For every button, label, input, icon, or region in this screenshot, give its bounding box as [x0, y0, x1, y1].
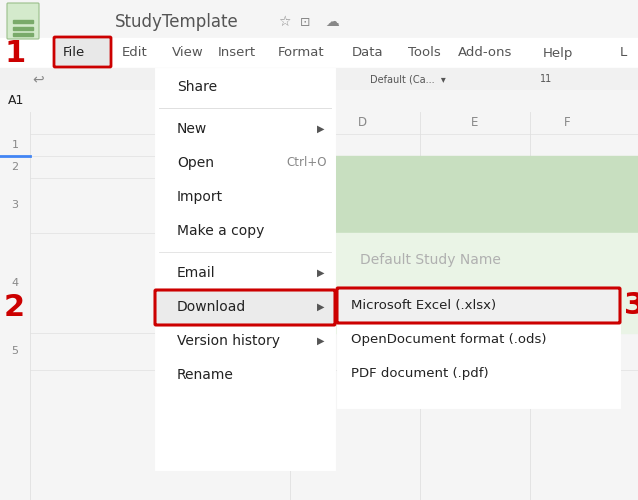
- Text: on: on: [272, 314, 287, 326]
- Text: Rename: Rename: [177, 368, 234, 382]
- Text: PDF document (.pdf): PDF document (.pdf): [351, 366, 489, 380]
- Text: E: E: [471, 116, 478, 130]
- Text: Import: Import: [177, 190, 223, 204]
- Text: Download: Download: [177, 300, 246, 314]
- Text: Email: Email: [177, 266, 216, 280]
- Bar: [0, 112, 30, 500]
- Text: 1: 1: [4, 38, 26, 68]
- Text: 3: 3: [624, 290, 638, 320]
- Text: 5: 5: [11, 346, 19, 356]
- Text: D: D: [357, 116, 367, 130]
- Bar: [13, 27, 33, 30]
- Text: Microsoft Excel (.xlsx): Microsoft Excel (.xlsx): [351, 298, 496, 312]
- Text: Insert: Insert: [218, 46, 256, 60]
- Text: 11: 11: [540, 74, 553, 84]
- Text: A1: A1: [8, 94, 24, 108]
- Text: ▶: ▶: [317, 124, 325, 134]
- Text: 3: 3: [11, 200, 19, 210]
- Text: ⊡: ⊡: [300, 16, 311, 28]
- Text: Help: Help: [543, 46, 574, 60]
- Text: L: L: [620, 46, 627, 60]
- Text: Data: Data: [352, 46, 383, 60]
- Bar: [0, 0, 638, 38]
- Text: StudyTemplate: StudyTemplate: [115, 13, 239, 31]
- Text: 2: 2: [11, 162, 19, 172]
- Bar: [13, 33, 33, 36]
- Text: 1: 1: [11, 140, 19, 150]
- Bar: [55, 36, 110, 66]
- Text: Add-ons: Add-ons: [458, 46, 512, 60]
- Bar: [0, 112, 638, 134]
- Text: ↩: ↩: [32, 72, 43, 86]
- Bar: [290, 156, 638, 233]
- Bar: [13, 20, 33, 23]
- Text: F: F: [564, 116, 570, 130]
- Bar: [337, 288, 620, 408]
- Text: 4: 4: [11, 278, 19, 288]
- Text: Share: Share: [177, 80, 217, 94]
- Text: %  .0  .00  123▾: % .0 .00 123▾: [213, 74, 288, 84]
- Text: Default Study Name: Default Study Name: [360, 253, 501, 267]
- Text: Format: Format: [278, 46, 325, 60]
- Text: New: New: [177, 122, 207, 136]
- Text: Edit: Edit: [122, 46, 148, 60]
- Bar: [337, 288, 620, 322]
- Text: View: View: [172, 46, 204, 60]
- Text: File: File: [63, 46, 85, 60]
- Text: Open: Open: [177, 156, 214, 170]
- Text: Default Study Description.: Default Study Description.: [360, 312, 525, 324]
- Text: ▶: ▶: [317, 268, 325, 278]
- Text: 2: 2: [4, 292, 25, 322]
- FancyBboxPatch shape: [7, 3, 39, 39]
- Text: ☆: ☆: [278, 15, 290, 29]
- Text: OpenDocument format (.ods): OpenDocument format (.ods): [351, 332, 547, 345]
- Bar: [155, 290, 335, 324]
- Text: Version history: Version history: [177, 334, 280, 348]
- Bar: [290, 233, 638, 333]
- Text: Make a copy: Make a copy: [177, 224, 264, 238]
- Bar: [0, 38, 638, 68]
- Text: Ctrl+O: Ctrl+O: [286, 156, 327, 170]
- Text: ☁: ☁: [325, 15, 339, 29]
- Text: Tools: Tools: [408, 46, 441, 60]
- Text: Default (Ca...  ▾: Default (Ca... ▾: [370, 74, 446, 84]
- Bar: [155, 68, 335, 470]
- Text: ▶: ▶: [317, 302, 325, 312]
- Text: ▶: ▶: [317, 336, 325, 346]
- Bar: [0, 68, 638, 90]
- Bar: [0, 90, 638, 112]
